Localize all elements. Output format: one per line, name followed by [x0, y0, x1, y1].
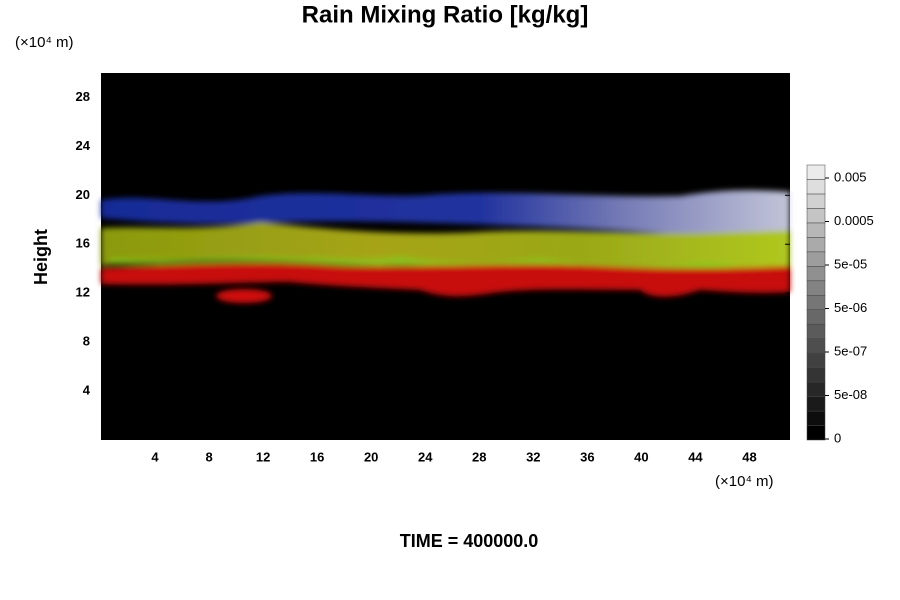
colorbar-tick-label: 0.005: [834, 169, 867, 184]
colorbar-level: [806, 425, 826, 441]
x-tick-label: 16: [310, 449, 324, 464]
colorbar-tick-label: 5e-08: [834, 387, 867, 402]
y-tick-label: 16: [76, 236, 90, 251]
field: [101, 190, 790, 303]
colorbar-level: [806, 266, 826, 282]
colorbar-level: [806, 352, 826, 368]
x-tick-label: 40: [634, 449, 648, 464]
y-tick-label: 20: [76, 187, 90, 202]
x-tick-label: 20: [364, 449, 378, 464]
x-tick-label: 28: [472, 449, 486, 464]
colorbar-level: [806, 410, 826, 426]
x-tick-label: 32: [526, 449, 540, 464]
field-band: [101, 190, 790, 240]
y-tick-label: 8: [83, 334, 90, 349]
x-tick-label: 48: [742, 449, 756, 464]
colorbar-level: [806, 237, 826, 253]
colorbar-level: [806, 396, 826, 412]
colorbar-level: [806, 164, 826, 180]
y-unit: (×10⁴ m): [15, 34, 74, 51]
colorbar-level: [806, 338, 826, 354]
colorbar-level: [806, 323, 826, 339]
colorbar-tick-label: 5e-06: [834, 300, 867, 315]
x-tick-label: 36: [580, 449, 594, 464]
colorbar-level: [806, 367, 826, 383]
y-tick-label: 4: [83, 383, 91, 398]
x-unit: (×10⁴ m): [715, 473, 774, 490]
x-tick-label: 12: [256, 449, 270, 464]
colorbar-level: [806, 381, 826, 397]
y-tick-label: 24: [76, 138, 91, 153]
x-tick-label: 24: [418, 449, 433, 464]
colorbar-level: [806, 208, 826, 224]
colorbar-level: [806, 179, 826, 195]
colorbar-tick-label: 0.0005: [834, 213, 874, 228]
colorbar-level: [806, 309, 826, 325]
colorbar-level: [806, 295, 826, 310]
x-tick-label: 4: [151, 449, 159, 464]
field-band: [101, 262, 790, 297]
colorbar-tick-label: 5e-05: [834, 256, 867, 271]
y-tick-label: 28: [76, 89, 90, 104]
colorbar-tick-label: 5e-07: [834, 343, 867, 358]
colorbar-level: [806, 251, 826, 267]
time-annotation: TIME = 400000.0: [400, 531, 539, 551]
chart-title: Rain Mixing Ratio [kg/kg]: [302, 1, 589, 28]
y-tick-label: 12: [76, 285, 90, 300]
colorbar-tick-label: 0: [834, 430, 841, 445]
x-tick-label: 8: [205, 449, 212, 464]
y-axis-label: Height: [31, 229, 51, 285]
colorbar-level: [806, 222, 826, 238]
colorbar-level: [806, 280, 826, 296]
x-tick-label: 44: [688, 449, 703, 464]
colorbar-level: [806, 193, 826, 209]
field-blob: [216, 289, 272, 303]
